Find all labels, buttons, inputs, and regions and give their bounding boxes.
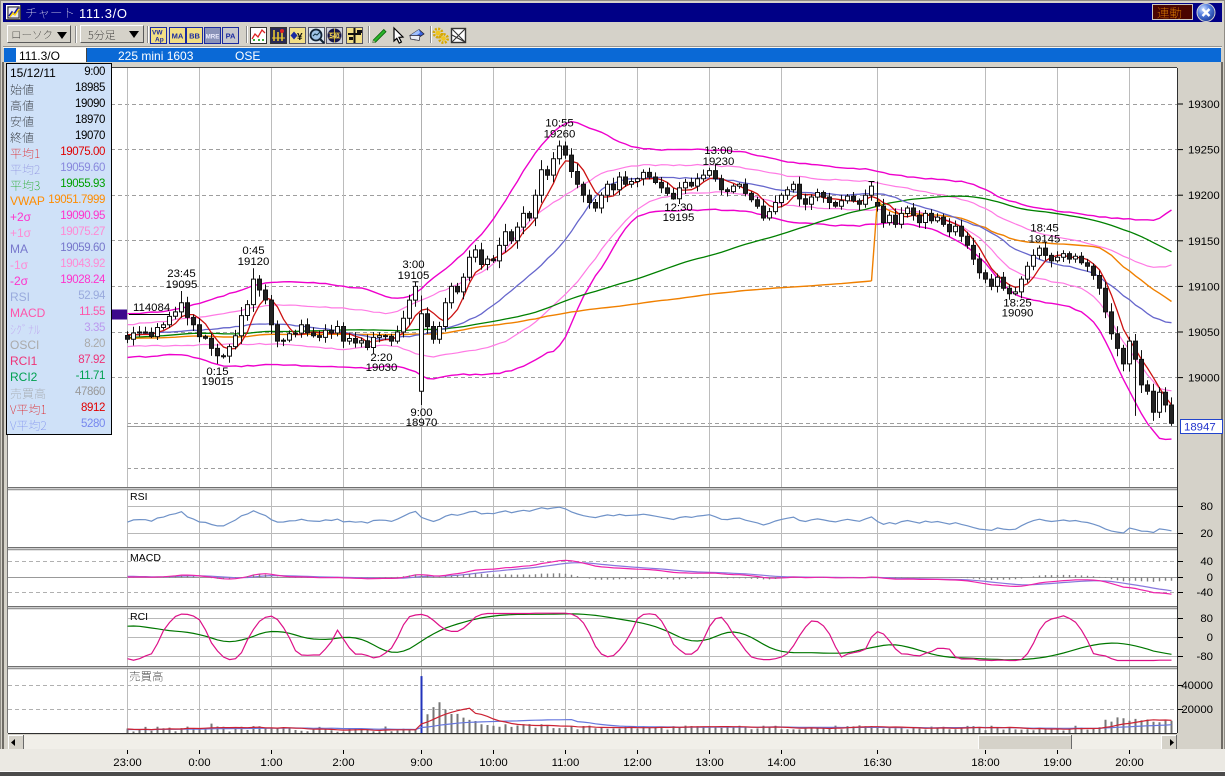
svg-text:19150: 19150 [1188, 236, 1220, 248]
svg-text:19:00: 19:00 [1043, 757, 1072, 769]
svg-text:80: 80 [1200, 613, 1213, 625]
svg-text:19145: 19145 [1029, 233, 1061, 245]
svg-text:19030: 19030 [366, 362, 398, 374]
svg-text:RCI: RCI [130, 611, 148, 623]
svg-text:19105: 19105 [398, 270, 430, 282]
svg-text:MRE: MRE [206, 34, 220, 41]
svg-text:10:55: 10:55 [545, 118, 574, 130]
svg-text:9:00: 9:00 [410, 757, 432, 769]
svg-text:0:00: 0:00 [188, 757, 210, 769]
svg-text:19095: 19095 [166, 279, 198, 291]
svg-text:MA: MA [172, 32, 184, 41]
svg-text:13:00: 13:00 [704, 145, 733, 157]
svg-text:80: 80 [1200, 501, 1213, 513]
svg-text:18:25: 18:25 [1003, 298, 1032, 310]
svg-text:18:45: 18:45 [1030, 222, 1059, 234]
svg-text:0:15: 0:15 [206, 366, 228, 378]
svg-text:18947: 18947 [1184, 422, 1216, 434]
svg-text:MACD: MACD [130, 552, 161, 564]
svg-text:3:00: 3:00 [402, 259, 424, 271]
svg-text:2:00: 2:00 [332, 757, 354, 769]
svg-text:19015: 19015 [202, 376, 234, 388]
svg-text:11:00: 11:00 [552, 757, 580, 769]
svg-text:-80: -80 [1197, 651, 1213, 663]
svg-text:20000: 20000 [1181, 704, 1213, 716]
svg-text:VW: VW [152, 30, 163, 37]
svg-text:RSI: RSI [130, 491, 148, 503]
svg-text:19200: 19200 [1188, 190, 1220, 202]
svg-text:40: 40 [1200, 556, 1213, 568]
svg-text:40000: 40000 [1181, 680, 1213, 692]
svg-text:1:00: 1:00 [260, 757, 282, 769]
svg-text:20:00: 20:00 [1115, 757, 1144, 769]
svg-text:23:00: 23:00 [113, 757, 142, 769]
svg-text:19300: 19300 [1188, 99, 1220, 111]
svg-text:16:30: 16:30 [863, 757, 892, 769]
svg-text:19230: 19230 [703, 156, 735, 168]
svg-text:12:00: 12:00 [623, 757, 652, 769]
svg-text:18:00: 18:00 [971, 757, 1000, 769]
svg-text:540: 540 [329, 34, 340, 40]
svg-text:0: 0 [1207, 632, 1213, 644]
svg-text:114084: 114084 [133, 302, 170, 314]
svg-text:19250: 19250 [1188, 145, 1220, 157]
svg-text:19000: 19000 [1188, 373, 1220, 385]
svg-text:18970: 18970 [406, 417, 438, 429]
svg-text:2:20: 2:20 [370, 352, 392, 364]
svg-text:19260: 19260 [544, 129, 576, 141]
svg-text:13:00: 13:00 [695, 757, 724, 769]
svg-text:19050: 19050 [1188, 327, 1220, 339]
svg-text:23:45: 23:45 [167, 268, 196, 280]
svg-text:19090: 19090 [1002, 308, 1034, 320]
svg-text:¥: ¥ [297, 32, 303, 43]
svg-text:19195: 19195 [663, 212, 695, 224]
svg-text:BB: BB [189, 32, 200, 41]
svg-text:-40: -40 [1197, 587, 1213, 599]
svg-text:20: 20 [1200, 528, 1213, 540]
svg-text:12:30: 12:30 [664, 202, 693, 214]
svg-text:0:45: 0:45 [242, 245, 264, 257]
svg-text:9:00: 9:00 [410, 407, 432, 419]
svg-text:Ap: Ap [155, 37, 164, 44]
svg-text:19120: 19120 [238, 256, 270, 268]
svg-text:10:00: 10:00 [479, 757, 508, 769]
svg-text:PA: PA [226, 32, 236, 41]
svg-text:14:00: 14:00 [767, 757, 796, 769]
svg-text:19100: 19100 [1188, 281, 1220, 293]
svg-text:0: 0 [1207, 572, 1213, 584]
